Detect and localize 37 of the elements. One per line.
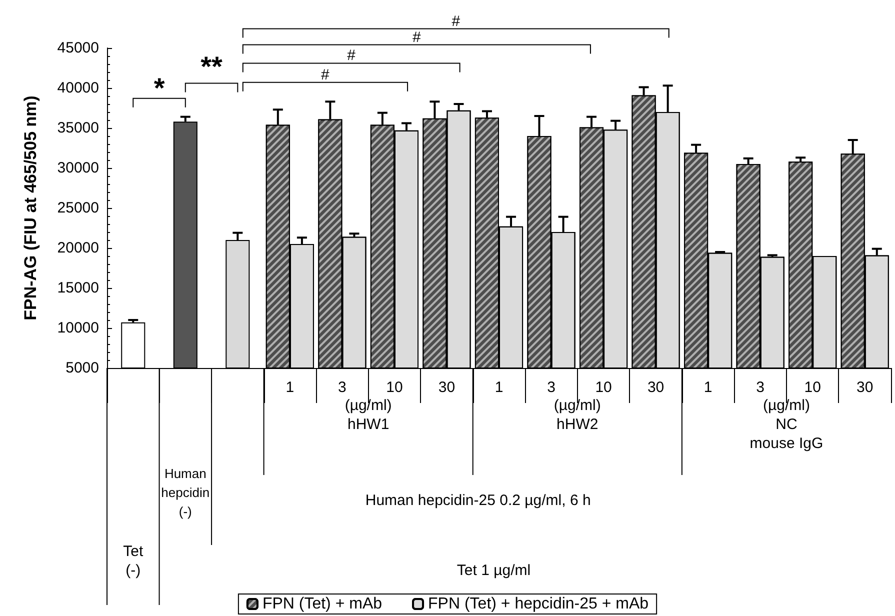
text: Tet (-) [123,543,144,579]
y-tick-label: 45000 [57,40,99,56]
text: # [452,12,461,30]
x-tick-label: 30 [438,379,456,396]
text: Human hepcidin (-) [161,466,210,519]
text: (µg/ml) hHW1 [344,397,392,433]
legend-label: FPN (Tet) + hepcidin-25 + mAb [428,596,649,612]
x-tick-label: 30 [647,379,664,396]
x-tick-label: 10 [804,379,821,396]
x-tick-label: 10 [595,379,612,396]
x-tick-label: 3 [547,379,556,396]
legend-label: FPN (Tet) + mAb [262,596,382,612]
x-tick-label: 30 [856,379,874,396]
y-tick-label: 25000 [57,200,99,216]
x-tick-label: 10 [386,379,403,396]
x-tick-label: 3 [756,379,765,396]
y-tick-label: 5000 [66,360,99,376]
y-tick-label: 15000 [57,280,99,296]
x-tick-label: 1 [286,379,294,396]
x-tick-label: 3 [338,379,346,396]
y-tick-label: 30000 [57,160,99,176]
y-tick-label: 40000 [57,80,99,96]
x-tick-label: 1 [704,379,712,396]
y-tick-label: 35000 [57,120,99,136]
annotation: * [154,72,165,104]
text: (µg/ml) NC mouse IgG [750,397,824,452]
text: (µg/ml) hHW2 [554,397,601,433]
y-tick-label: 10000 [57,320,99,336]
annotation: # [347,47,356,64]
annotation: ** [200,51,223,82]
y-tick-label: 20000 [57,240,99,256]
x-tick-label: 1 [494,379,504,396]
text: Tet 1 µg/ml [456,562,531,579]
y-axis-title: FPN-AG (FIU at 465/505 nm) [21,96,40,320]
text: # [412,28,422,46]
annotation: # [321,66,330,84]
text: Human hepcidin-25 0.2 µg/ml, 6 h [365,492,591,509]
